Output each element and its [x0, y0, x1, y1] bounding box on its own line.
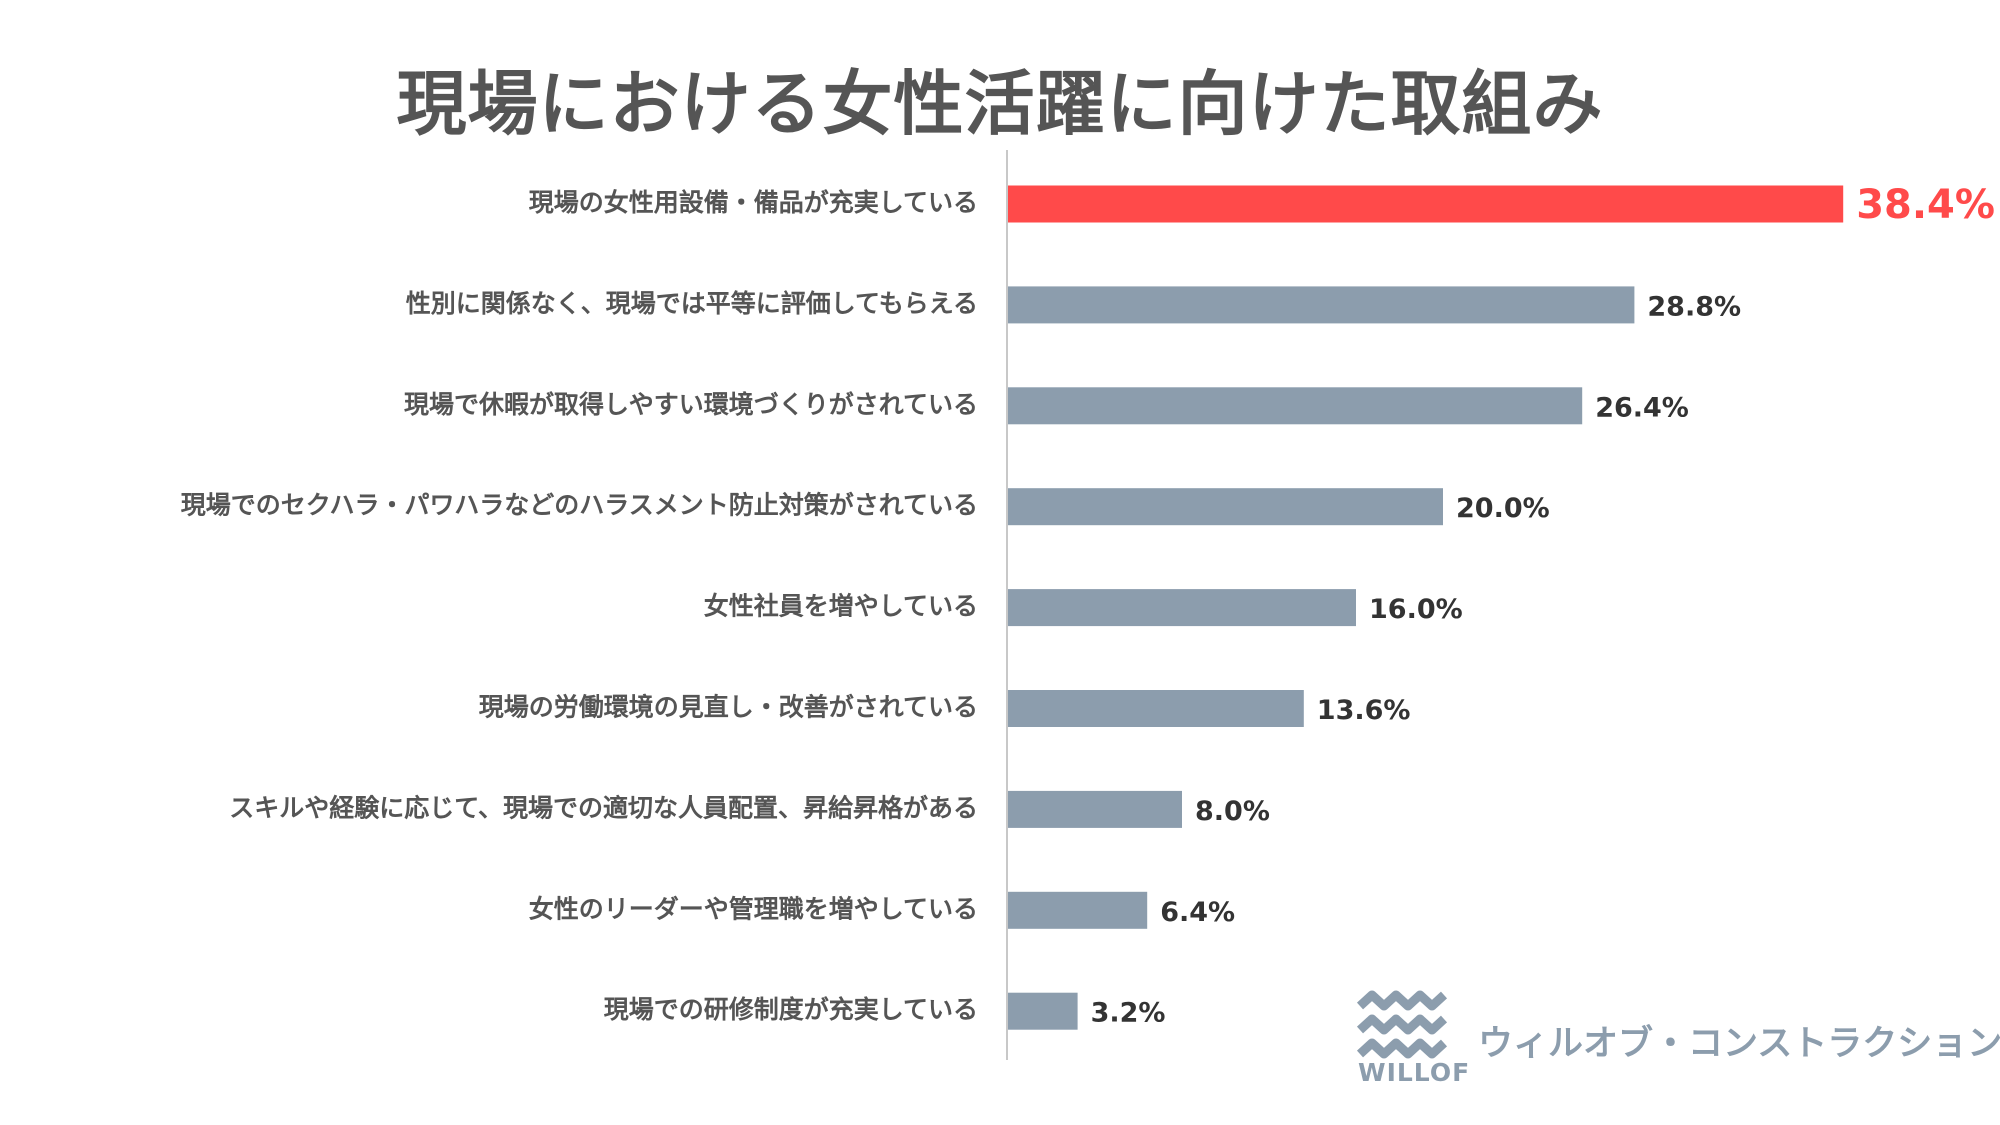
bar: [1008, 387, 1583, 425]
category-label: 現場の労働環境の見直し・改善がされている: [479, 693, 978, 722]
category-label: 性別に関係なく、現場では平等に評価してもらえる: [406, 289, 978, 318]
company-logo: [1356, 990, 1448, 1059]
bar: [1008, 589, 1356, 627]
bar: [1008, 286, 1635, 324]
company-name: ウィルオブ・コンストラクション: [1478, 1024, 2000, 1064]
value-label: 16.0%: [1369, 594, 1463, 625]
bar: [1008, 891, 1148, 929]
value-label: 3.2%: [1091, 998, 1166, 1029]
value-label: 26.4%: [1595, 392, 1689, 423]
value-label: 38.4%: [1856, 182, 1995, 228]
bar: [1008, 488, 1443, 526]
bar: [1008, 790, 1182, 828]
wave-logo-icon: [1356, 990, 1448, 1059]
category-label: 現場で休暇が取得しやすい環境づくりがされている: [404, 390, 978, 419]
category-label: 女性のリーダーや管理職を増やしている: [529, 894, 978, 923]
value-label: 13.6%: [1317, 695, 1411, 726]
category-label: 女性社員を増やしている: [704, 592, 978, 621]
value-label: 20.0%: [1456, 493, 1550, 524]
bar: [1008, 185, 1844, 223]
bar: [1008, 992, 1078, 1030]
category-label: 現場の女性用設備・備品が充実している: [529, 188, 978, 217]
logo-wordmark: WILLOF: [1358, 1058, 1471, 1087]
category-label: スキルや経験に応じて、現場での適切な人員配置、昇給昇格がある: [229, 793, 978, 822]
bar: [1008, 690, 1304, 727]
value-label: 28.8%: [1647, 291, 1741, 322]
value-label: 8.0%: [1195, 796, 1270, 827]
category-label: 現場での研修制度が充実している: [604, 995, 978, 1024]
category-label: 現場でのセクハラ・パワハラなどのハラスメント防止対策がされている: [181, 491, 978, 520]
value-label: 6.4%: [1160, 897, 1235, 928]
chart-title: 現場における女性活躍に向けた取組み: [396, 63, 1604, 145]
